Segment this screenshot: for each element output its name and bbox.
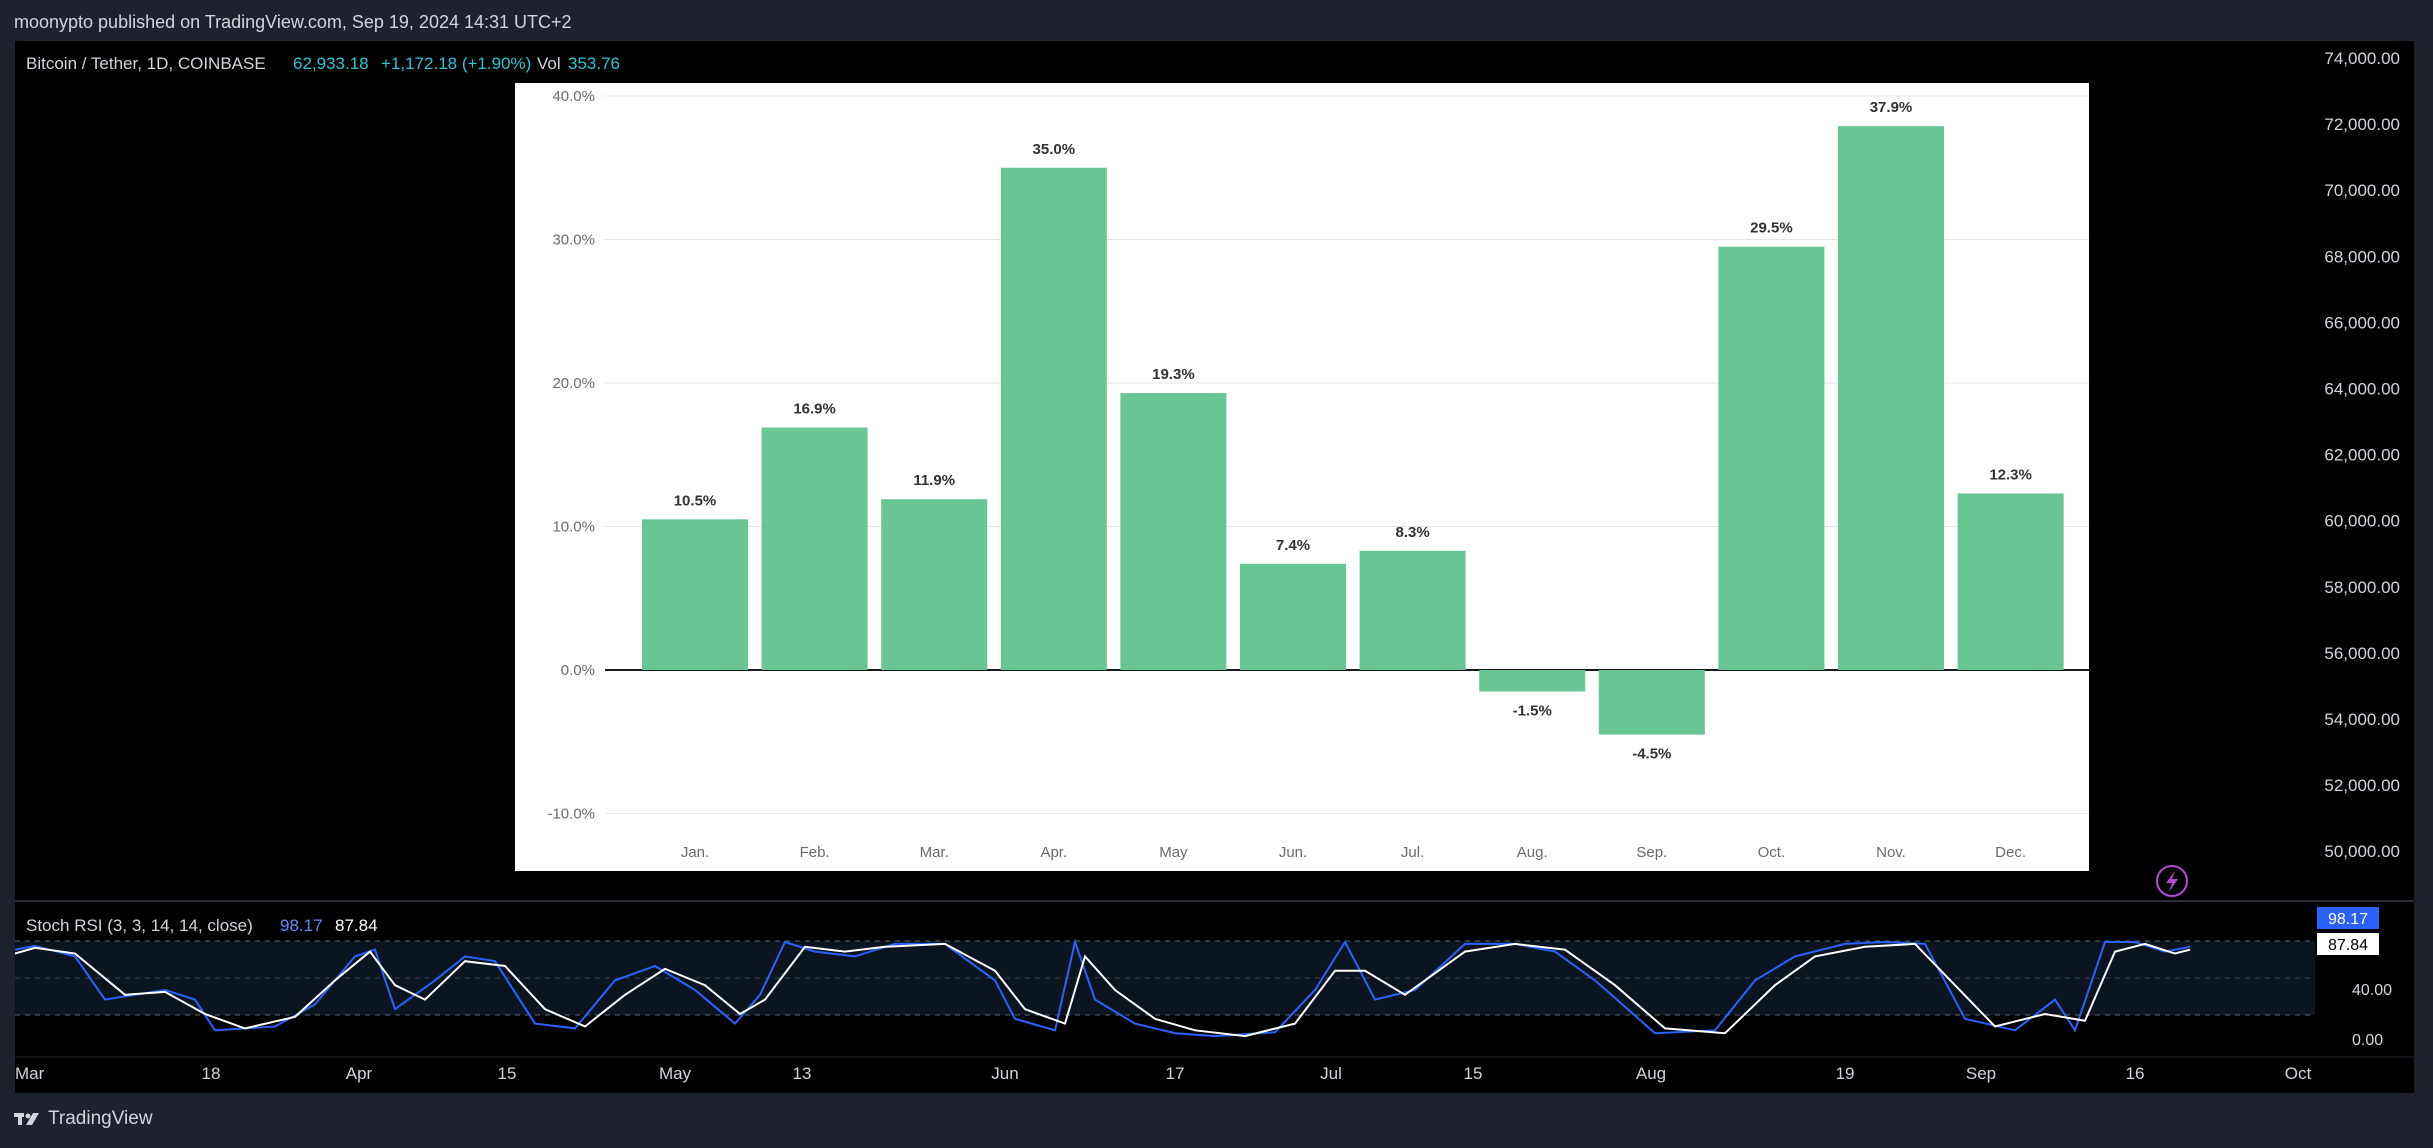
- publisher-line: moonypto published on TradingView.com, S…: [14, 12, 572, 32]
- bar-value-label: 12.3%: [1989, 466, 2032, 483]
- bar-category-label: Aug.: [1517, 844, 1548, 861]
- rsi-d-badge: [2317, 933, 2379, 955]
- symbol-change: +1,172.18 (+1.90%): [381, 54, 531, 73]
- price-axis-label: 54,000.00: [2324, 710, 2400, 729]
- chart-canvas: Bitcoin / Tether, 1D, COINBASE 62,933.18…: [14, 49, 2414, 1083]
- bar-dec: [1957, 493, 2064, 670]
- bar-mar: [881, 499, 988, 670]
- bar-category-label: Nov.: [1876, 844, 1906, 861]
- price-axis-label: 68,000.00: [2324, 247, 2400, 266]
- bar-jun: [1240, 563, 1346, 670]
- time-axis-label: Sep: [1966, 1064, 1996, 1083]
- chart-frame: Bitcoin / Tether, 1D, COINBASE 62,933.18…: [14, 41, 2414, 1093]
- bar-category-label: Apr.: [1040, 844, 1067, 861]
- bar-category-label: Sep.: [1636, 844, 1667, 861]
- bar-category-label: Jul.: [1401, 844, 1424, 861]
- time-axis-label: Aug: [1636, 1064, 1666, 1083]
- y-tick-label: 20.0%: [552, 375, 595, 392]
- rsi-d-value: 87.84: [335, 916, 378, 935]
- price-axis-label: 72,000.00: [2324, 115, 2400, 134]
- price-axis-label: 50,000.00: [2324, 842, 2400, 861]
- time-axis-label: 16: [2126, 1064, 2145, 1083]
- volume-value: 353.76: [568, 54, 620, 73]
- y-tick-label: 10.0%: [552, 519, 595, 536]
- time-axis-label: Oct: [2285, 1064, 2312, 1083]
- time-axis-label: Jun: [991, 1064, 1018, 1083]
- rsi-k-value: 98.17: [280, 916, 323, 935]
- bar-chart-y-ticks: 40.0% 30.0% 20.0% 10.0% 0.0% -10.0%: [547, 88, 595, 823]
- time-axis-label: May: [659, 1064, 692, 1083]
- bar-value-label: 35.0%: [1033, 141, 1076, 158]
- price-axis-label: 62,000.00: [2324, 446, 2400, 465]
- rsi-d-line: [14, 942, 2191, 1038]
- bar-value-label: 11.9%: [913, 472, 955, 489]
- price-axis-label: 66,000.00: [2324, 313, 2400, 332]
- bar-oct: [1718, 246, 1825, 671]
- lightning-icon[interactable]: [2156, 865, 2188, 897]
- bar-aug: [1479, 670, 1586, 692]
- time-axis-label: 17: [1166, 1064, 1185, 1083]
- rsi-axis-0: 0.00: [2352, 1032, 2383, 1049]
- bar-chart-bars: [642, 126, 2064, 735]
- time-axis-label: 13: [793, 1064, 812, 1083]
- time-axis-label: 15: [498, 1064, 517, 1083]
- bar-may: [1120, 393, 1227, 670]
- bar-value-label: 8.3%: [1395, 524, 1429, 541]
- bar-feb: [761, 427, 868, 670]
- bar-category-label: May: [1159, 844, 1188, 861]
- bar-category-label: Mar.: [920, 844, 949, 861]
- price-axis-label: 56,000.00: [2324, 644, 2400, 663]
- price-axis-label: 70,000.00: [2324, 181, 2400, 200]
- bar-category-label: Feb.: [800, 844, 830, 861]
- footer-brand: TradingView: [48, 1108, 153, 1129]
- rsi-k-badge: [2317, 907, 2379, 929]
- bar-category-label: Jun.: [1279, 844, 1307, 861]
- time-axis[interactable]: Mar 18 Apr 15 May 13 Jun 17 Jul 15 Aug 19 Sep 16 Oct: [15, 1064, 2311, 1083]
- bar-category-label: Dec.: [1995, 844, 2026, 861]
- bar-value-label: 7.4%: [1276, 537, 1310, 554]
- footer: TradingView: [14, 1108, 153, 1130]
- price-axis-label: 58,000.00: [2324, 578, 2400, 597]
- time-axis-label: Jul: [1320, 1064, 1342, 1083]
- bar-sep: [1598, 670, 1705, 735]
- rsi-d-badge-text: 87.84: [2328, 937, 2368, 954]
- rsi-label: Stoch RSI (3, 3, 14, 14, close): [26, 916, 253, 935]
- symbol-name: Bitcoin / Tether, 1D, COINBASE: [26, 54, 266, 73]
- time-axis-label: 15: [1464, 1064, 1483, 1083]
- bar-nov: [1838, 126, 1944, 670]
- bar-value-label: 16.9%: [793, 400, 836, 417]
- price-axis-label: 60,000.00: [2324, 512, 2400, 531]
- bar-value-label: 37.9%: [1870, 99, 1913, 116]
- rsi-axis-40: 40.00: [2352, 982, 2392, 999]
- y-tick-label: 30.0%: [552, 232, 595, 249]
- bar-jan: [642, 519, 748, 670]
- y-tick-label: -10.0%: [547, 806, 595, 823]
- bar-chart-categories: Jan. Feb. Mar. Apr. May Jun. Jul. Aug. Sep. Oct. N…: [681, 844, 2026, 861]
- bar-jul: [1359, 550, 1466, 670]
- bar-value-label: -4.5%: [1632, 746, 1671, 763]
- y-tick-label: 40.0%: [552, 88, 595, 105]
- tradingview-logo-icon: [14, 1113, 39, 1125]
- price-axis: 74,000.00 72,000.00 70,000.00 68,000.00 66,0…: [2324, 49, 2400, 861]
- bar-chart-value-labels: 10.5% 16.9% 11.9% 35.0% 19.3% 7.4% 8.3% -1.5% -4…: [674, 99, 2032, 762]
- time-axis-label: 19: [1836, 1064, 1855, 1083]
- bar-value-label: 10.5%: [674, 492, 717, 509]
- time-axis-label: Apr: [346, 1064, 373, 1083]
- bar-category-label: Oct.: [1758, 844, 1786, 861]
- bar-value-label: -1.5%: [1513, 703, 1552, 720]
- price-axis-label: 74,000.00: [2324, 49, 2400, 68]
- bar-value-label: 29.5%: [1750, 220, 1793, 237]
- price-axis-label: 64,000.00: [2324, 380, 2400, 399]
- bar-category-label: Jan.: [681, 844, 709, 861]
- volume-label: Vol: [537, 54, 561, 73]
- y-tick-label: 0.0%: [561, 662, 595, 679]
- time-axis-label: 18: [202, 1064, 221, 1083]
- bar-value-label: 19.3%: [1152, 366, 1195, 383]
- price-axis-label: 52,000.00: [2324, 776, 2400, 795]
- rsi-k-badge-text: 98.17: [2328, 911, 2368, 928]
- bar-apr: [1000, 167, 1107, 670]
- time-axis-label: Mar: [15, 1064, 45, 1083]
- symbol-price: 62,933.18: [293, 54, 369, 73]
